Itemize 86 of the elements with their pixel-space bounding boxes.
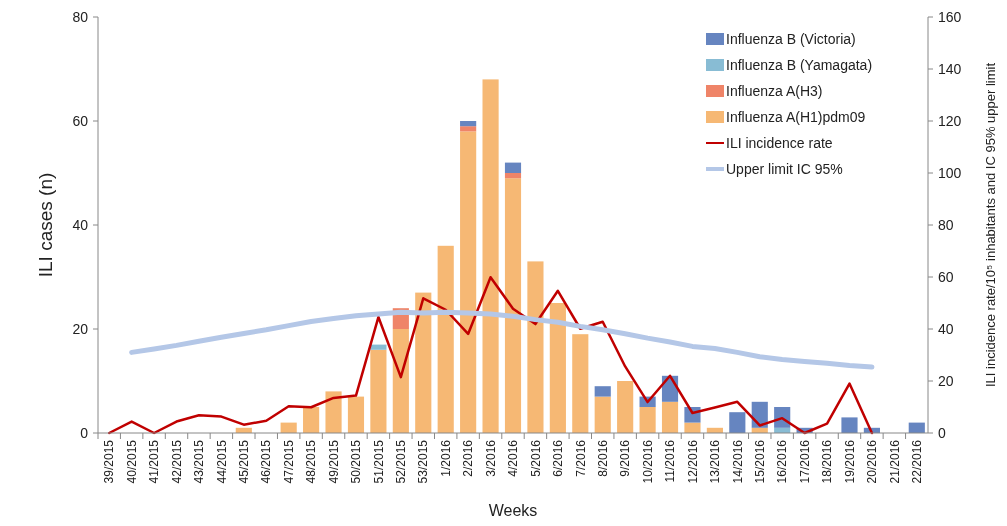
x-tick-label: 40/2015: [124, 439, 139, 484]
x-tick-label: 16/2016: [775, 439, 790, 484]
bar: [460, 131, 477, 433]
x-tick-label: 52/2015: [394, 439, 409, 484]
legend-label: Influenza B (Victoria): [726, 30, 856, 47]
y2-tick-label: 20: [938, 372, 954, 389]
y2-tick-label: 140: [938, 60, 962, 77]
x-tick-label: 18/2016: [820, 439, 835, 484]
x-tick-label: 43/2015: [192, 439, 207, 484]
y-tick-label: 0: [80, 424, 89, 441]
x-tick-label: 13/2016: [708, 439, 723, 484]
legend-label: Influenza A(H3): [726, 82, 823, 99]
y-tick-label: 40: [72, 216, 89, 233]
x-tick-label: 7/2016: [573, 439, 588, 477]
bar: [415, 292, 432, 433]
y-axis-title: ILI cases (n): [35, 172, 56, 278]
x-tick-label: 15/2016: [752, 439, 767, 484]
bar: [729, 412, 746, 433]
x-tick-label: 44/2015: [214, 439, 229, 484]
legend-label: ILI incidence rate: [726, 134, 833, 151]
y2-tick-label: 160: [938, 8, 962, 25]
x-tick-label: 3/2016: [483, 439, 498, 477]
x-tick-label: 10/2016: [640, 439, 655, 484]
y2-tick-label: 40: [938, 320, 954, 337]
x-tick-label: 41/2015: [147, 439, 162, 484]
legend-label: Influenza A(H1)pdm09: [726, 108, 866, 125]
x-tick-label: 20/2016: [865, 439, 880, 484]
bar: [594, 396, 611, 433]
y2-tick-label: 80: [938, 216, 954, 233]
x-tick-label: 6/2016: [551, 439, 566, 477]
x-tick-label: 39/2015: [102, 439, 117, 484]
x-tick-label: 19/2016: [842, 439, 857, 484]
x-tick-label: 9/2016: [618, 439, 633, 477]
y-tick-label: 20: [72, 320, 89, 337]
bar: [549, 303, 566, 433]
x-tick-label: 50/2015: [349, 439, 364, 484]
x-tick-label: 14/2016: [730, 439, 745, 484]
x-axis-title: Weeks: [488, 502, 538, 519]
bar: [504, 173, 522, 179]
bar: [661, 401, 679, 433]
bar: [639, 407, 656, 433]
y2-tick-label: 100: [938, 164, 962, 181]
y-tick-label: 80: [72, 8, 89, 25]
x-tick-label: 48/2015: [304, 439, 319, 484]
bar: [482, 79, 499, 433]
x-tick-label: 11/2016: [663, 439, 678, 483]
x-tick-label: 5/2016: [528, 439, 543, 477]
x-tick-label: 2/2016: [461, 439, 476, 477]
x-tick-label: 1/2016: [438, 439, 453, 477]
bar: [460, 126, 477, 132]
x-tick-label: 22/2016: [909, 439, 924, 484]
bar: [594, 386, 611, 397]
y2-axis-title: ILI incidence rate/10⁵ inhabitants and IC 95% upper limit: [983, 62, 998, 388]
bar: [572, 334, 589, 433]
x-tick-label: 45/2015: [237, 439, 252, 484]
bar: [303, 407, 320, 433]
bar: [460, 121, 477, 127]
x-tick-label: 4/2016: [506, 439, 521, 477]
x-tick-label: 8/2016: [595, 439, 610, 477]
bar: [325, 391, 342, 433]
bar: [392, 329, 409, 433]
bar: [684, 422, 701, 433]
bar: [617, 381, 634, 433]
x-tick-label: 17/2016: [797, 439, 812, 484]
y2-tick-label: 120: [938, 112, 962, 129]
x-tick-label: 53/2015: [416, 439, 431, 484]
bar: [347, 396, 365, 433]
legend-label: Influenza B (Yamagata): [726, 56, 873, 73]
x-tick-label: 47/2015: [281, 439, 296, 484]
line-series: [107, 276, 874, 435]
y-tick-label: 60: [72, 112, 89, 129]
bar: [437, 245, 454, 433]
bar: [370, 349, 387, 433]
x-tick-label: 49/2015: [326, 439, 341, 484]
y2-tick-label: 60: [938, 268, 954, 285]
bar: [504, 178, 522, 433]
bar: [527, 261, 544, 433]
bar: [841, 417, 858, 433]
legend-label: Upper limit IC 95%: [726, 160, 843, 177]
x-tick-label: 51/2015: [371, 439, 386, 484]
bar: [504, 162, 522, 173]
y2-tick-label: 0: [938, 424, 946, 441]
x-tick-label: 42/2015: [169, 439, 184, 484]
x-tick-label: 46/2015: [259, 439, 274, 484]
x-tick-label: 21/2016: [887, 439, 902, 484]
x-tick-label: 12/2016: [685, 439, 700, 484]
